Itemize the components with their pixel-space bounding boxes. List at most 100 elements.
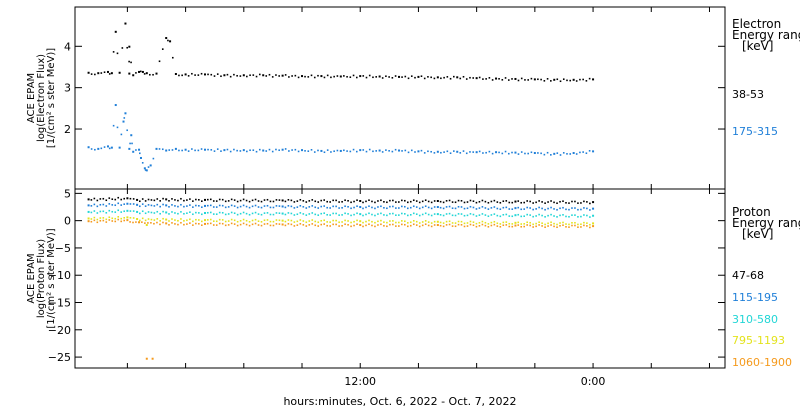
data-point xyxy=(305,201,308,203)
data-point xyxy=(206,204,209,207)
data-point xyxy=(229,75,232,78)
data-point xyxy=(514,77,517,80)
data-point xyxy=(194,74,196,76)
data-point xyxy=(520,77,523,80)
data-point xyxy=(378,75,381,78)
data-point xyxy=(200,72,203,75)
data-point xyxy=(284,220,287,223)
data-point xyxy=(566,79,568,82)
data-point xyxy=(446,76,449,78)
data-point xyxy=(460,206,463,208)
data-point xyxy=(227,213,230,215)
data-point xyxy=(130,134,133,137)
data-point xyxy=(508,201,511,204)
data-point xyxy=(478,76,481,79)
data-point xyxy=(347,223,349,226)
data-point xyxy=(466,214,469,217)
data-point xyxy=(412,223,415,226)
data-point xyxy=(338,214,340,216)
data-point xyxy=(490,207,493,209)
data-point xyxy=(272,213,275,216)
data-point xyxy=(221,198,224,201)
data-point xyxy=(284,200,287,203)
data-point xyxy=(484,224,487,227)
data-point xyxy=(553,201,555,204)
data-point xyxy=(451,225,454,227)
data-point xyxy=(96,221,99,224)
data-point xyxy=(529,224,531,227)
data-point xyxy=(287,199,290,201)
data-point xyxy=(296,206,299,208)
data-point xyxy=(417,150,420,153)
data-point xyxy=(344,219,346,222)
data-point xyxy=(90,218,93,220)
data-point xyxy=(284,148,287,150)
data-point xyxy=(571,222,573,224)
data-point xyxy=(395,225,397,227)
legend-entry: 175-315 xyxy=(732,125,778,138)
data-point xyxy=(532,226,534,228)
data-point xyxy=(427,206,430,209)
data-point xyxy=(391,77,394,79)
data-point xyxy=(128,147,131,150)
data-point xyxy=(102,219,105,222)
data-point xyxy=(410,149,413,152)
data-point xyxy=(484,221,487,224)
data-point xyxy=(409,224,412,227)
data-point xyxy=(293,214,296,216)
data-point xyxy=(178,149,180,152)
data-point xyxy=(524,79,526,81)
data-point xyxy=(505,224,508,226)
data-point xyxy=(94,73,96,76)
data-point xyxy=(404,213,406,215)
data-point xyxy=(320,149,323,152)
data-point xyxy=(162,217,164,220)
data-point xyxy=(186,219,188,222)
data-point xyxy=(415,213,418,215)
data-point xyxy=(498,78,500,80)
data-point xyxy=(114,30,117,33)
data-point xyxy=(195,218,197,221)
data-point xyxy=(511,223,514,225)
data-point xyxy=(138,221,141,224)
data-point xyxy=(230,204,233,207)
data-point xyxy=(224,220,227,223)
data-point xyxy=(550,224,552,226)
data-point xyxy=(375,150,377,152)
data-point xyxy=(138,70,141,73)
data-point xyxy=(307,150,310,152)
data-point xyxy=(126,129,128,132)
data-point xyxy=(359,149,362,152)
data-point xyxy=(562,78,565,80)
data-point xyxy=(356,199,358,201)
data-point xyxy=(565,201,567,204)
legend-entry: 115-195 xyxy=(732,291,778,304)
data-point xyxy=(94,148,96,151)
data-point xyxy=(401,150,403,152)
data-point xyxy=(532,202,534,204)
data-point xyxy=(514,221,517,224)
data-point xyxy=(472,200,475,203)
data-point xyxy=(418,201,421,204)
data-point xyxy=(184,148,187,151)
data-point xyxy=(424,205,427,207)
data-point xyxy=(427,150,429,153)
data-point xyxy=(420,149,423,152)
data-point xyxy=(96,212,99,214)
data-point xyxy=(572,78,575,81)
data-point xyxy=(475,225,478,228)
data-point xyxy=(440,77,442,80)
data-point xyxy=(559,154,562,156)
data-point xyxy=(197,74,200,76)
data-point xyxy=(507,79,510,81)
y-axis-label-line: log(Proton Flux) xyxy=(36,239,47,318)
data-point xyxy=(195,204,197,207)
data-point xyxy=(448,205,451,208)
data-point xyxy=(245,199,248,202)
plot-frame xyxy=(74,188,726,369)
data-point xyxy=(445,224,448,226)
data-point xyxy=(150,211,153,214)
data-point xyxy=(132,74,135,77)
data-point xyxy=(114,217,117,220)
data-point xyxy=(391,150,394,153)
